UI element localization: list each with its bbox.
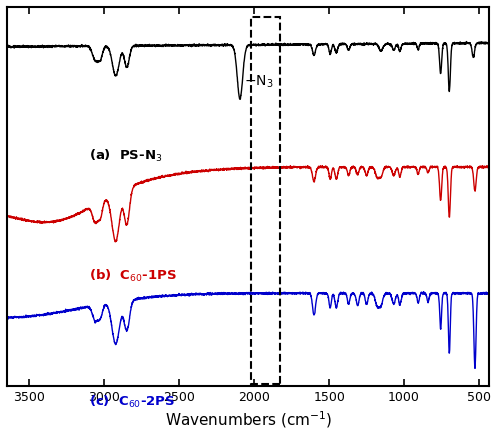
- Text: (c)  C$_{60}$-2PS: (c) C$_{60}$-2PS: [90, 395, 176, 410]
- Bar: [251, 17, 280, 384]
- Text: (a)  PS-N$_3$: (a) PS-N$_3$: [90, 148, 162, 164]
- Text: $-\mathrm{N}_3$: $-\mathrm{N}_3$: [244, 73, 274, 90]
- X-axis label: Wavenumbers (cm$^{-1}$): Wavenumbers (cm$^{-1}$): [164, 409, 332, 430]
- Text: (b)  C$_{60}$-1PS: (b) C$_{60}$-1PS: [90, 268, 177, 284]
